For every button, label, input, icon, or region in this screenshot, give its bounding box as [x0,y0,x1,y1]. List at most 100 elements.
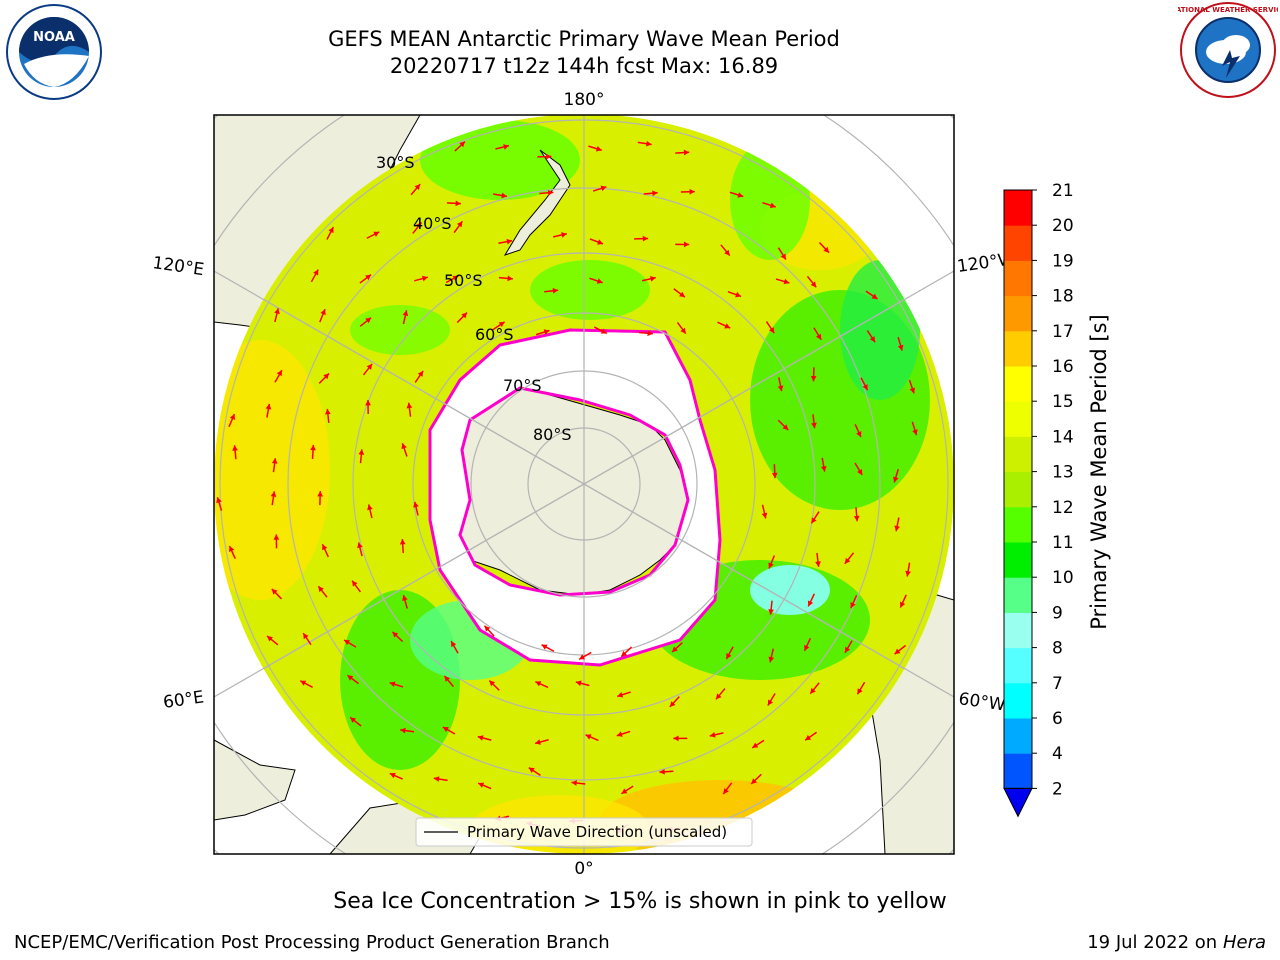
wave-arrow-head [399,539,406,545]
wave-arrow-head [506,238,513,245]
colorbar-segment [1004,753,1032,789]
wave-arrow-head [357,542,363,549]
wave-arrow-head [303,633,309,640]
wave-arrow-head [320,309,326,316]
wave-arrow-head [322,544,328,551]
wave-arrow-head [232,445,238,451]
wave-arrow-head [267,636,273,642]
wave-arrow-head [402,310,409,317]
wave-arrow-head [313,269,319,276]
wave-arrow-head [352,580,358,587]
wave-arrow-head [768,656,775,663]
colorbar-tick-label: 9 [1052,603,1063,623]
wave-arrow-head [365,274,372,281]
wave-arrow-head [528,767,535,773]
wave-direction-arrows [216,140,918,834]
colorbar-segment [1004,330,1032,367]
wave-arrow-head [652,190,658,197]
colorbar-tick-label: 8 [1052,639,1063,659]
colorbar-frame [1003,189,1033,789]
wave-arrow-head [683,241,690,248]
wave-arrow-head [811,517,817,524]
wave-arrow-head [621,650,628,657]
wave-arrow-head [310,444,316,451]
colorbar-tick-label: 15 [1052,392,1074,412]
wave-arrow-head [807,600,814,607]
legend-label: Primary Wave Direction (unscaled) [467,823,727,841]
wave-arrow-head [535,681,542,687]
wave-arrow-head [389,681,396,688]
wave-arrow-head [546,153,552,160]
wave-arrow-head [724,249,730,256]
plot-frame [213,114,955,855]
wave-arrow-head [561,232,567,238]
colorbar-tick-label: 6 [1052,709,1063,729]
wave-arrow-head [543,329,550,335]
chart-title: GEFS MEAN Antarctic Primary Wave Mean Pe… [328,27,840,51]
wave-arrow-head [596,278,603,284]
noaa-logo-text: NOAA [33,30,75,45]
wave-arrow-head [820,465,827,472]
wave-arrow-head [595,145,602,152]
wave-arrow-head [768,562,774,569]
wave-arrow-head [823,246,830,253]
wave-arrow-head [646,140,652,147]
lat-label-80: 80°S [533,425,572,444]
wave-arrow-head [229,545,235,552]
nws-logo-text: NATIONAL WEATHER SERVICE [1178,6,1278,14]
lat-label-50: 50°S [444,271,483,290]
wave-arrow-head [344,639,351,646]
colorbar-segment [1004,295,1032,332]
wave-arrow-head [547,189,554,196]
wave-arrow-head [271,588,278,595]
wave-arrow-head [679,291,685,298]
wave-arrow-head [752,742,759,748]
wave-arrow-head [489,680,496,687]
wave-arrow-head [401,443,407,450]
wave-arrow-head [810,281,817,288]
colorbar-segment [1004,260,1032,297]
wave-arrow-head [392,631,399,638]
colorbar-tick-label: 7 [1052,674,1063,694]
wave-arrow-head [893,476,899,483]
wave-arrow-head [850,602,856,609]
wave-arrow-head [768,609,774,615]
wave-arrow-head [276,370,282,377]
wave-arrow-head [325,408,331,415]
wave-arrow-head [477,735,484,741]
wave-arrow-head [433,776,440,782]
wave-arrow-head [683,149,690,156]
wave-arrow-head [323,373,330,380]
wave-arrow-head [501,192,507,199]
wave-arrow-head [350,717,357,723]
wave-arrow-head [367,504,373,511]
wave-arrow-head [810,687,816,694]
map-legend: Primary Wave Direction (unscaled) [415,817,753,847]
wave-arrow-head [869,336,876,343]
lon-label-60e: 60°E [162,687,205,712]
colorbar-tick-label: 17 [1052,322,1074,342]
wave-arrow-head [894,648,901,655]
wave-arrow-head [535,739,541,745]
wave-arrow-head [905,570,911,577]
wave-arrow-head [358,449,365,455]
wave-arrow-head [442,726,449,733]
colorbar-tick-label: 21 [1052,181,1074,201]
wave-arrow-head [484,625,491,632]
wave-arrow-head [642,235,649,242]
wave-arrow-head [579,654,586,660]
wave-arrow-head [783,278,790,285]
wave-arrow-head [811,422,817,429]
colorbar-segment [1004,542,1032,578]
wave-arrow-head [318,586,324,593]
wave-arrow-head [782,424,789,431]
wave-arrow-head [600,185,607,192]
wave-arrow-head [909,387,916,394]
wave-arrow-head [672,646,678,653]
wave-arrow-head [415,222,422,229]
lon-label-60w: 60°W [957,689,1006,715]
wave-arrow-head [389,772,396,779]
wave-arrow-head [894,525,900,532]
colorbar-segment [1004,612,1032,649]
